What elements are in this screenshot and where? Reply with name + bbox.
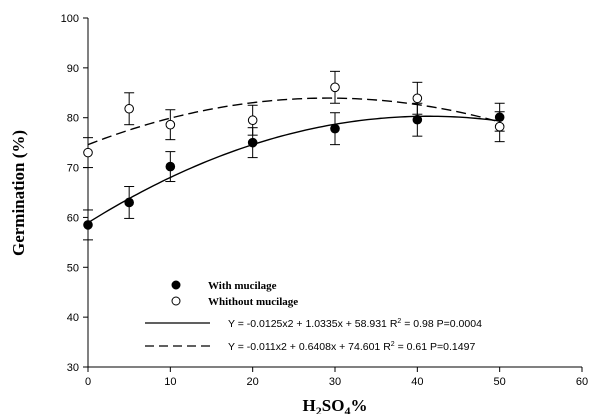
x-tick-label: 60 xyxy=(576,376,588,388)
x-axis-title-sub1: 2 xyxy=(316,404,322,414)
data-point-without-mucilage xyxy=(83,147,93,158)
y-tick-label: 70 xyxy=(67,163,79,175)
x-axis-title: H2SO4% xyxy=(303,396,368,414)
data-point-without-mucilage xyxy=(494,121,505,132)
data-points xyxy=(83,82,505,230)
fit-line-without-mucilage xyxy=(87,97,500,146)
y-tick-label: 80 xyxy=(67,113,79,125)
x-tick-label: 0 xyxy=(85,376,91,388)
eq2-formula: Y = -0.011x2 + 0.6408x + 74.601 xyxy=(228,341,380,353)
fit-lines xyxy=(87,97,500,224)
eq1-r-sup: 2 xyxy=(397,318,401,325)
fit-line-with-mucilage xyxy=(87,115,500,224)
y-tick-label: 40 xyxy=(67,312,79,324)
legend: With mucilage Whithout mucilage Y = -0.0… xyxy=(145,280,482,353)
data-point-with-mucilage xyxy=(83,220,93,230)
legend-label-with-mucilage: With mucilage xyxy=(208,280,277,292)
legend-marker-filled xyxy=(171,280,181,290)
data-point-with-mucilage xyxy=(412,114,423,125)
x-tick-label: 40 xyxy=(411,376,423,388)
data-point-without-mucilage xyxy=(247,115,258,126)
eq1-formula: Y = -0.0125x2 + 1.0335x + 58.931 xyxy=(228,318,387,330)
ticks-layer: 0 10 20 30 40 50 60 30 40 50 60 70 80 90 100 xyxy=(61,13,588,388)
eq1-r2: = 0.98 xyxy=(401,318,434,330)
y-tick-label: 100 xyxy=(61,13,79,25)
data-point-without-mucilage xyxy=(165,119,176,130)
eq1-r: R xyxy=(390,318,398,330)
x-tick-label: 20 xyxy=(247,376,259,388)
eq2-r-sup: 2 xyxy=(391,341,395,348)
data-point-with-mucilage xyxy=(165,161,176,172)
legend-marker-open xyxy=(171,296,181,306)
data-point-with-mucilage xyxy=(330,123,340,134)
x-axis-title-sub2: 4 xyxy=(344,404,350,414)
eq1-p: P=0.0004 xyxy=(437,318,482,330)
error-bars xyxy=(83,70,505,241)
eq2-r2: = 0.61 xyxy=(395,341,428,353)
legend-equation-with: Y = -0.0125x2 + 1.0335x + 58.931 R2 = 0.… xyxy=(228,318,482,330)
eq2-p: P=0.1497 xyxy=(430,341,475,353)
x-tick-label: 30 xyxy=(329,376,341,388)
data-point-with-mucilage xyxy=(494,112,505,123)
data-point-without-mucilage xyxy=(412,93,423,104)
y-tick-label: 30 xyxy=(67,362,79,374)
y-axis-title: Germination (%) xyxy=(9,130,28,256)
data-point-without-mucilage xyxy=(330,82,340,93)
legend-equation-without: Y = -0.011x2 + 0.6408x + 74.601 R2 = 0.6… xyxy=(228,341,475,353)
y-tick-label: 90 xyxy=(67,63,79,75)
x-tick-label: 50 xyxy=(494,376,506,388)
y-tick-label: 60 xyxy=(67,212,79,224)
legend-label-without-mucilage: Whithout mucilage xyxy=(208,296,298,308)
data-point-with-mucilage xyxy=(247,137,258,148)
x-tick-label: 10 xyxy=(164,376,176,388)
x-axis-title-so: SO xyxy=(322,396,345,414)
x-axis-title-pct: % xyxy=(350,396,367,414)
eq2-r: R xyxy=(383,341,391,353)
y-tick-label: 50 xyxy=(67,262,79,274)
x-axis-title-h: H xyxy=(303,396,316,414)
data-point-with-mucilage xyxy=(124,197,134,208)
data-point-without-mucilage xyxy=(124,103,134,114)
